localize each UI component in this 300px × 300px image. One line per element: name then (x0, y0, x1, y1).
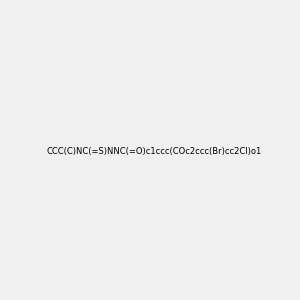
Text: CCC(C)NC(=S)NNC(=O)c1ccc(COc2ccc(Br)cc2Cl)o1: CCC(C)NC(=S)NNC(=O)c1ccc(COc2ccc(Br)cc2C… (46, 147, 261, 156)
